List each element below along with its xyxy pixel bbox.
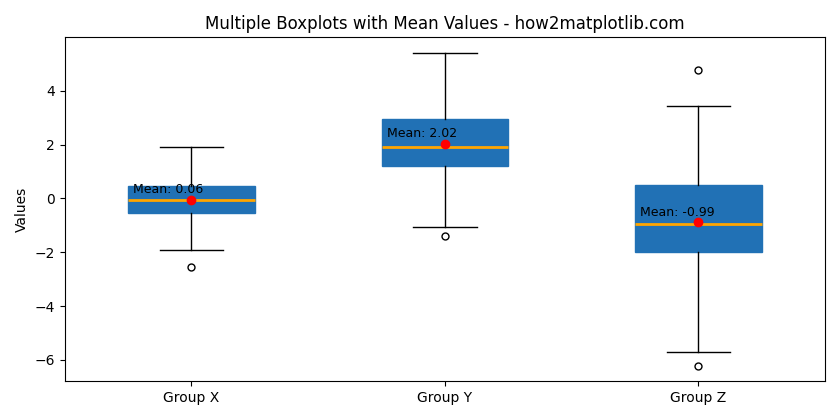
Text: Mean: 0.06: Mean: 0.06 bbox=[134, 184, 203, 197]
PathPatch shape bbox=[635, 185, 762, 252]
Title: Multiple Boxplots with Mean Values - how2matplotlib.com: Multiple Boxplots with Mean Values - how… bbox=[205, 15, 685, 33]
PathPatch shape bbox=[381, 119, 508, 166]
Text: Mean: 2.02: Mean: 2.02 bbox=[386, 127, 457, 140]
Text: Mean: -0.99: Mean: -0.99 bbox=[640, 206, 715, 219]
Y-axis label: Values: Values bbox=[15, 186, 29, 232]
PathPatch shape bbox=[129, 186, 255, 213]
